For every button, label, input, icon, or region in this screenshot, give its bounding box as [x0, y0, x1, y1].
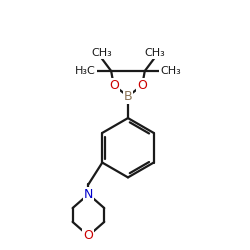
Text: H₃C: H₃C — [75, 66, 96, 76]
Text: O: O — [137, 79, 147, 92]
Text: O: O — [84, 229, 93, 242]
Text: O: O — [109, 79, 119, 92]
Text: CH₃: CH₃ — [91, 48, 112, 58]
Text: N: N — [84, 188, 93, 201]
Text: CH₃: CH₃ — [144, 48, 165, 58]
Text: CH₃: CH₃ — [160, 66, 181, 76]
Text: B: B — [124, 90, 132, 103]
